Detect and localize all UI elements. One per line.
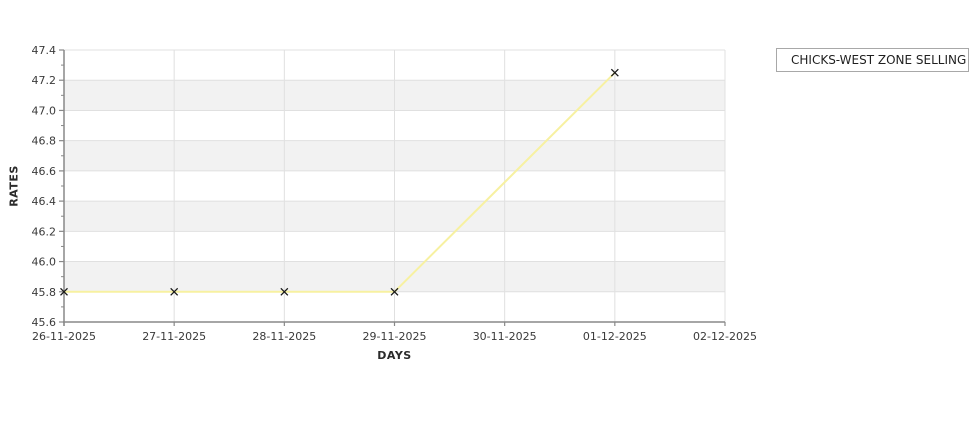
y-tick-label: 46.8 bbox=[32, 135, 57, 148]
x-tick-label: 30-11-2025 bbox=[473, 330, 537, 343]
y-axis-title: RATES bbox=[7, 165, 21, 207]
data-point-marker bbox=[390, 287, 399, 296]
legend-label: CHICKS-WEST ZONE SELLING bbox=[791, 53, 967, 67]
y-tick-label: 46.0 bbox=[32, 256, 57, 269]
x-tick-label: 29-11-2025 bbox=[363, 330, 427, 343]
y-tick-label: 46.4 bbox=[32, 195, 57, 208]
y-tick-label: 45.6 bbox=[32, 316, 57, 329]
y-tick-label: 47.0 bbox=[32, 104, 57, 117]
data-point-marker bbox=[610, 68, 619, 77]
legend: CHICKS-WEST ZONE SELLING bbox=[776, 48, 969, 72]
y-tick-label: 47.2 bbox=[32, 74, 57, 87]
x-tick-label: 28-11-2025 bbox=[252, 330, 316, 343]
y-tick-label: 46.2 bbox=[32, 225, 57, 238]
x-axis-title: DAYS bbox=[377, 349, 412, 362]
y-tick-label: 46.6 bbox=[32, 165, 57, 178]
data-point-marker bbox=[280, 287, 289, 296]
y-tick-label: 47.4 bbox=[32, 44, 57, 57]
x-tick-label: 27-11-2025 bbox=[142, 330, 206, 343]
y-axis-title-wrap: RATES bbox=[0, 50, 28, 322]
x-tick-label: 26-11-2025 bbox=[32, 330, 96, 343]
x-tick-label: 02-12-2025 bbox=[693, 330, 757, 343]
y-tick-label: 45.8 bbox=[32, 286, 57, 299]
data-point-marker bbox=[170, 287, 179, 296]
x-tick-label: 01-12-2025 bbox=[583, 330, 647, 343]
data-point-marker bbox=[60, 287, 68, 296]
